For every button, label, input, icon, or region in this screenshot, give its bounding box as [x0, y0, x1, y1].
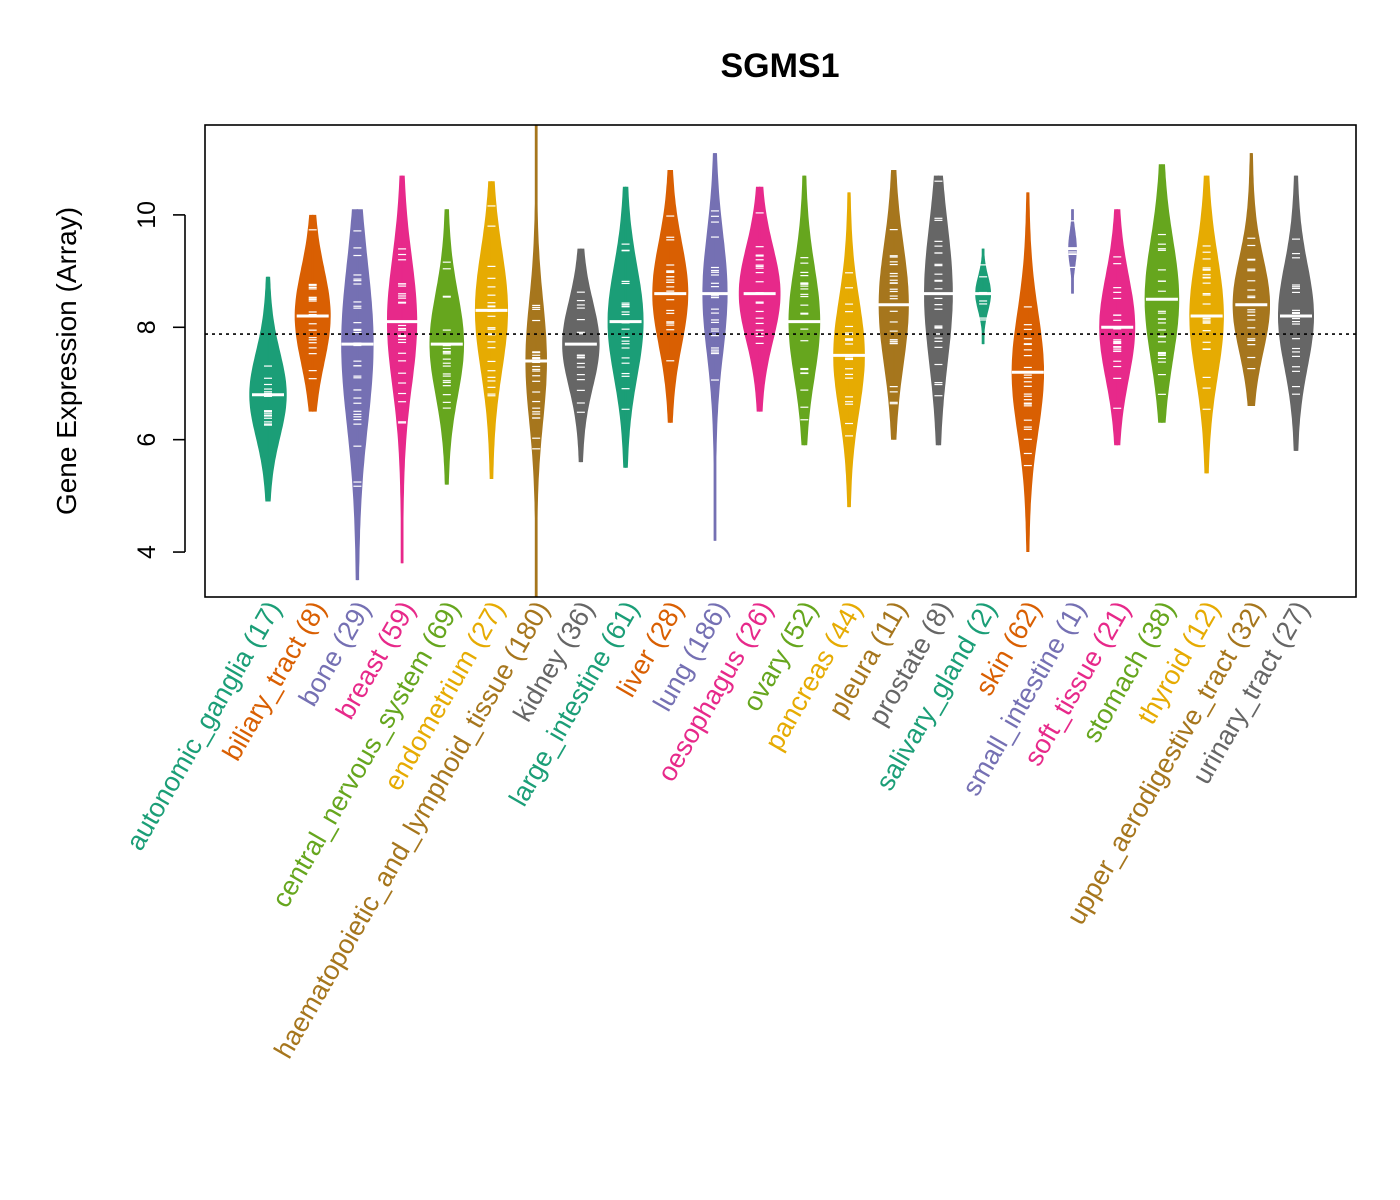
violin-group — [922, 175, 955, 446]
violin-group — [474, 181, 508, 479]
violin-group — [249, 276, 287, 502]
violin-group — [833, 192, 866, 508]
violin-group — [1232, 153, 1270, 406]
plot-frame — [204, 124, 1357, 598]
violin-group — [520, 125, 553, 597]
y-axis-label: Gene Expression (Array) — [51, 207, 82, 515]
violin-group — [788, 175, 821, 446]
violin-group — [386, 175, 419, 564]
y-tick-label: 8 — [133, 320, 161, 334]
violin-group — [341, 209, 374, 581]
y-tick-label: 4 — [133, 545, 161, 559]
violin-group — [698, 153, 731, 541]
violin-group — [652, 169, 689, 423]
violin-group — [1189, 175, 1224, 474]
violin-group — [294, 214, 331, 412]
violin-group — [1144, 164, 1180, 423]
violin-group — [1056, 209, 1089, 294]
violin-group — [1099, 209, 1136, 446]
y-tick-label: 6 — [133, 433, 161, 447]
violin-group — [877, 169, 910, 440]
violin-group — [607, 186, 644, 468]
y-axis: 4 6 8 10 — [133, 201, 186, 559]
y-tick-label: 10 — [133, 201, 161, 229]
x-axis-labels: autonomic_ganglia (17)biliary_tract (8)b… — [120, 596, 1315, 1063]
chart-title: SGMS1 — [720, 47, 839, 85]
violin-group — [429, 209, 465, 485]
violin-group — [967, 248, 1000, 345]
violin-group — [1011, 192, 1044, 553]
violin-group — [562, 248, 600, 463]
violin-group — [738, 186, 781, 412]
violin-group — [1278, 175, 1314, 451]
violins-layer — [249, 125, 1314, 597]
